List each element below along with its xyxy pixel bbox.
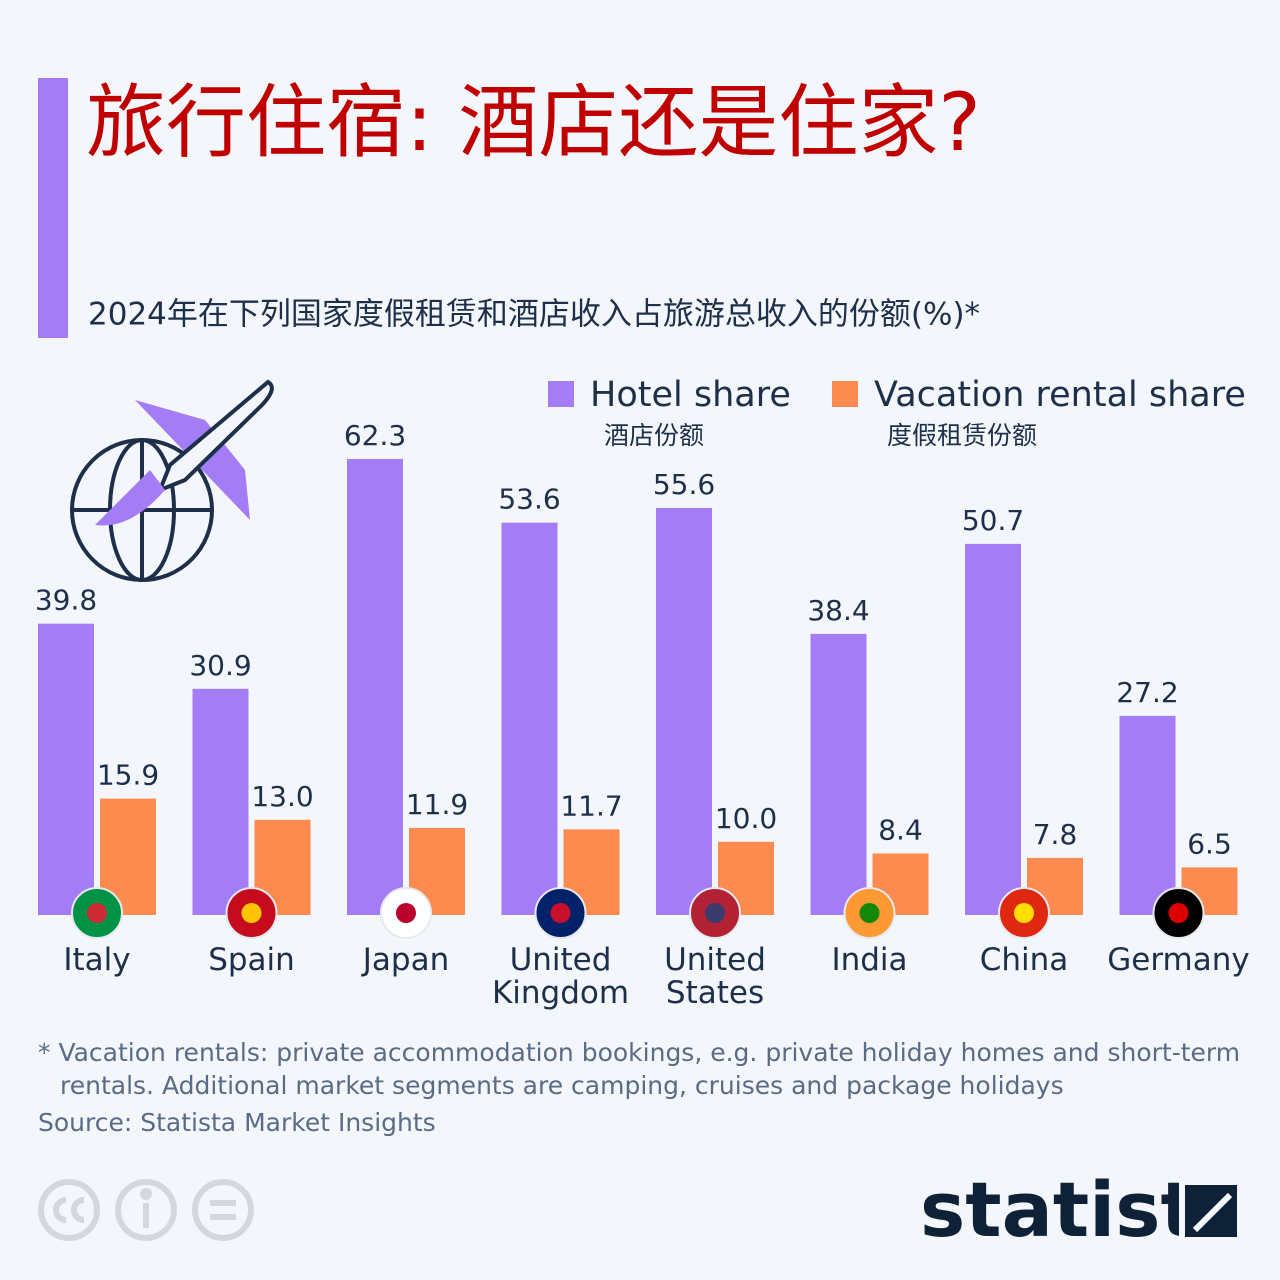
value-label: 30.9 bbox=[189, 649, 251, 682]
value-label: 55.6 bbox=[653, 468, 715, 501]
bar bbox=[810, 633, 867, 915]
value-label: 50.7 bbox=[962, 504, 1024, 537]
flag bbox=[225, 887, 278, 939]
flag bbox=[71, 887, 123, 939]
legend-sublabel: 度假租赁份额 bbox=[887, 421, 1037, 450]
value-label: 53.6 bbox=[498, 483, 560, 516]
footnote: * Vacation rentals: private accommodatio… bbox=[38, 1038, 1241, 1100]
bar bbox=[192, 688, 249, 915]
chart-title: 旅行住宿: 酒店还是住家? bbox=[86, 76, 981, 169]
value-label: 8.4 bbox=[878, 814, 923, 847]
x-tick-label: Spain bbox=[208, 942, 295, 978]
x-tick-label: China bbox=[979, 942, 1069, 978]
flag bbox=[998, 887, 1050, 939]
x-tick-label: Germany bbox=[1107, 942, 1250, 978]
value-label: 6.5 bbox=[1187, 827, 1232, 860]
value-label: 62.3 bbox=[344, 419, 406, 452]
legend-label: Hotel share bbox=[590, 375, 791, 415]
flag bbox=[843, 887, 896, 939]
x-tick-label: Japan bbox=[362, 942, 450, 978]
x-tick-label: United States bbox=[664, 942, 766, 1011]
x-tick-label: India bbox=[831, 942, 908, 978]
bar bbox=[1119, 715, 1176, 915]
flag bbox=[380, 887, 432, 939]
legend-label: Vacation rental share bbox=[874, 375, 1246, 415]
bar bbox=[38, 623, 94, 915]
bar bbox=[347, 458, 403, 915]
legend-sublabel: 酒店份额 bbox=[604, 421, 704, 450]
value-label: 38.4 bbox=[807, 594, 869, 627]
x-tick-label: United Kingdom bbox=[491, 942, 630, 1011]
accent-bar bbox=[38, 78, 68, 338]
value-label: 27.2 bbox=[1116, 676, 1178, 709]
flag bbox=[1152, 887, 1205, 939]
x-tick-label: Italy bbox=[63, 942, 131, 978]
cc-icons bbox=[38, 1179, 254, 1241]
flag bbox=[534, 887, 587, 939]
value-label: 11.7 bbox=[560, 789, 622, 822]
bar bbox=[501, 522, 558, 915]
bar bbox=[656, 508, 712, 915]
plane-icon bbox=[70, 379, 274, 582]
value-label: 13.0 bbox=[251, 780, 313, 813]
legend-swatch bbox=[548, 381, 574, 407]
flag bbox=[689, 887, 741, 939]
bar bbox=[965, 543, 1021, 915]
legend-swatch bbox=[832, 381, 858, 407]
value-label: 15.9 bbox=[97, 759, 159, 792]
value-label: 10.0 bbox=[715, 802, 777, 835]
value-label: 11.9 bbox=[406, 788, 468, 821]
brand-mark bbox=[1179, 1179, 1243, 1243]
chart-subtitle: 2024年在下列国家度假租赁和酒店收入占旅游总收入的份额(%)* bbox=[88, 297, 980, 333]
source: Source: Statista Market Insights bbox=[38, 1108, 436, 1137]
value-label: 7.8 bbox=[1033, 818, 1078, 851]
value-label: 39.8 bbox=[35, 584, 97, 617]
